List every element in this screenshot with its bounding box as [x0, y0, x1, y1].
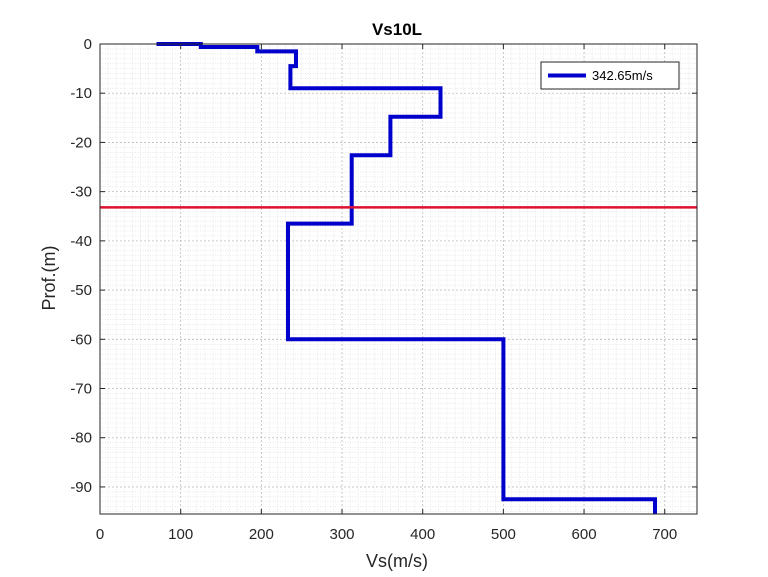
x-tick-label: 500 [491, 526, 516, 543]
x-tick-label: 700 [652, 526, 677, 543]
y-tick-label: -60 [70, 331, 92, 348]
y-tick-label: -30 [70, 184, 92, 201]
axes-box [99, 43, 698, 515]
x-tick-label: 600 [572, 526, 597, 543]
x-tick-label: 100 [168, 526, 193, 543]
y-tick-label: -90 [70, 479, 92, 496]
y-tick-label: -20 [70, 134, 92, 151]
y-tick-label: -10 [70, 85, 92, 102]
legend-label: 342.65m/s [592, 68, 653, 83]
chart-title: Vs10L [372, 20, 422, 39]
y-tick-label: -50 [70, 282, 92, 299]
x-tick-label: 300 [330, 526, 355, 543]
series-layer [100, 42, 697, 514]
x-tick-label: 400 [410, 526, 435, 543]
series-line [156, 42, 657, 514]
legend-box [540, 61, 680, 90]
y-tick-label: -80 [70, 430, 92, 447]
y-tick-label: -40 [70, 233, 92, 250]
y-tick-label: -70 [70, 381, 92, 398]
grid [99, 43, 697, 514]
y-axis-label: Prof.(m) [39, 246, 59, 311]
y-tick-label: 0 [84, 36, 92, 53]
axes [99, 43, 698, 515]
x-axis-label: Vs(m/s) [366, 551, 428, 571]
x-tick-label: 0 [96, 526, 104, 543]
legend: 342.65m/s [540, 61, 680, 90]
ticks: 0 100 200 300 400 500 600 700 0 -10 -20 -30 -40 -50 -6… [70, 36, 697, 543]
x-tick-label: 200 [249, 526, 274, 543]
